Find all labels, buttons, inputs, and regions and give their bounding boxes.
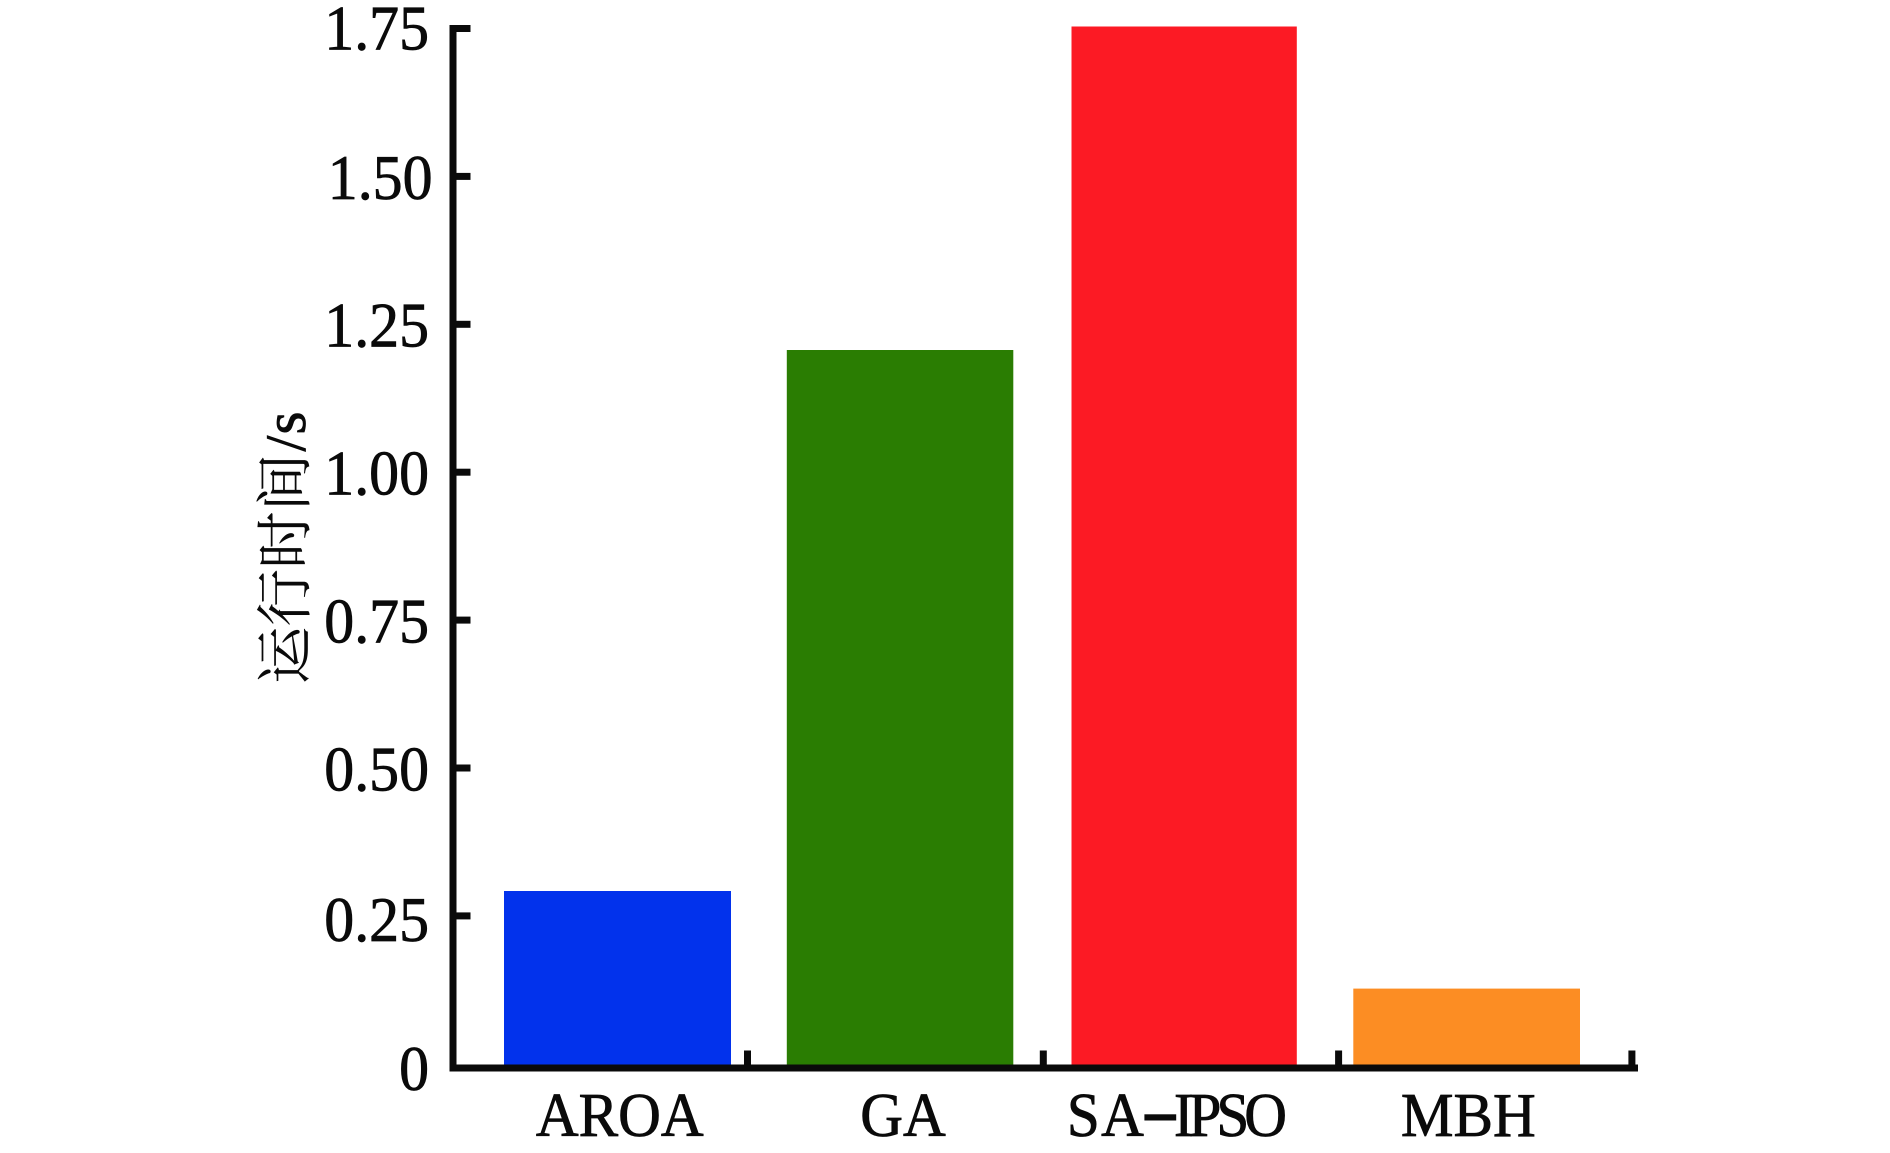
svg-text:1.25: 1.25 xyxy=(324,291,429,361)
svg-text:0.75: 0.75 xyxy=(324,587,429,657)
svg-text:0.25: 0.25 xyxy=(324,886,429,956)
svg-text:SA: SA xyxy=(1067,1081,1145,1150)
svg-text:1.00: 1.00 xyxy=(324,439,429,509)
svg-text:/: / xyxy=(255,436,318,452)
svg-text:IPSO: IPSO xyxy=(1174,1081,1285,1150)
svg-text:MBH: MBH xyxy=(1401,1081,1536,1150)
svg-text:GA: GA xyxy=(860,1081,946,1150)
svg-text:1.75: 1.75 xyxy=(324,0,429,64)
svg-text:s: s xyxy=(252,412,318,435)
svg-text:1.50: 1.50 xyxy=(328,143,433,213)
svg-text:0.50: 0.50 xyxy=(324,735,429,805)
svg-text:0: 0 xyxy=(399,1035,429,1105)
svg-text:AROA: AROA xyxy=(536,1081,704,1150)
